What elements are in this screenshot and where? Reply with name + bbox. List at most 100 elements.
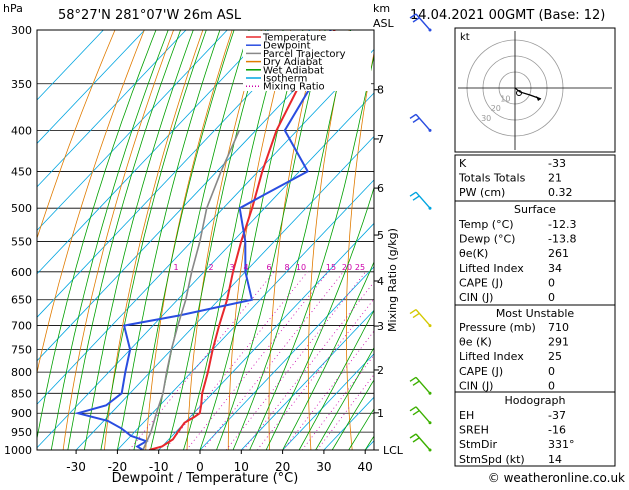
wind-barb-feather xyxy=(413,438,419,442)
dry-adiabat-line xyxy=(146,30,233,450)
wind-barb xyxy=(410,192,432,210)
mixing-ratio-label: 20 xyxy=(342,263,352,272)
wind-barb-dot xyxy=(429,29,432,32)
wind-barb-feather xyxy=(410,377,416,381)
pressure-axis: 3003504004505005506006507007508008509009… xyxy=(4,24,32,457)
wind-barb-staff xyxy=(416,192,430,208)
mixing-ratio-label: 15 xyxy=(326,263,336,272)
index-label: θe (K) xyxy=(459,336,492,349)
x-tick-label: -30 xyxy=(66,460,86,474)
hodograph-ring-label: 30 xyxy=(481,114,491,123)
wind-barb xyxy=(410,434,432,452)
wind-barb xyxy=(410,114,432,132)
wind-barb-dot xyxy=(429,129,432,132)
index-label: Totals Totals xyxy=(458,172,526,185)
index-label: θe(K) xyxy=(459,247,488,260)
index-value: 0 xyxy=(548,365,555,378)
hpa-axis-label: hPa xyxy=(3,2,23,15)
mixing-ratio-label: 4 xyxy=(243,263,248,272)
km-tick-label: 2 xyxy=(377,364,384,377)
mixing-ratio-label: 10 xyxy=(296,263,306,272)
wind-barb-feather xyxy=(410,114,416,118)
pressure-tick-label: 950 xyxy=(11,426,32,439)
pressure-tick-label: 900 xyxy=(11,407,32,420)
x-tick-label: 30 xyxy=(316,460,331,474)
index-label: CIN (J) xyxy=(459,291,493,304)
wind-barb-dot xyxy=(429,324,432,327)
isotherm-line xyxy=(0,30,269,450)
km-tick-label: 1 xyxy=(377,407,384,420)
mixing-ratio-axis-label: Mixing Ratio (g/kg) xyxy=(386,228,399,332)
index-value: 261 xyxy=(548,247,569,260)
mixing-ratio-label: 1 xyxy=(173,263,178,272)
pressure-tick-label: 350 xyxy=(11,78,32,91)
wind-barb-feather xyxy=(410,192,416,196)
index-value: -33 xyxy=(548,157,566,170)
wind-barb-staff xyxy=(416,407,430,423)
location-title: 58°27'N 281°07'W 26m ASL xyxy=(58,8,242,23)
index-label: K xyxy=(459,157,467,170)
index-value: 0 xyxy=(548,276,555,289)
index-label: Temp (°C) xyxy=(458,218,514,231)
x-axis-label: Dewpoint / Temperature (°C) xyxy=(112,471,299,486)
index-value: 0 xyxy=(548,291,555,304)
pressure-tick-label: 650 xyxy=(11,294,32,307)
pressure-tick-label: 300 xyxy=(11,24,32,37)
km-tick-label: 6 xyxy=(377,182,384,195)
index-label: Pressure (mb) xyxy=(459,321,536,334)
index-value: 331° xyxy=(548,438,575,451)
wind-barb-feather xyxy=(413,196,419,200)
wind-barb-staff xyxy=(416,377,430,393)
wind-barb xyxy=(410,377,432,395)
x-tick-label: 40 xyxy=(358,460,373,474)
km-tick-label: LCL xyxy=(383,444,404,457)
pressure-tick-label: 700 xyxy=(11,320,32,333)
credit: © weatheronline.co.uk xyxy=(488,471,625,485)
index-label: CAPE (J) xyxy=(459,365,503,378)
pressure-tick-label: 400 xyxy=(11,124,32,137)
km-tick-label: 7 xyxy=(377,133,384,146)
index-label: CIN (J) xyxy=(459,379,493,392)
index-value: 291 xyxy=(548,336,569,349)
most-unstable-section-title: Most Unstable xyxy=(496,307,575,320)
hodograph-unit-label: kt xyxy=(460,32,470,43)
pressure-tick-label: 850 xyxy=(11,387,32,400)
index-value: 34 xyxy=(548,262,562,275)
mixing-ratio-label: 25 xyxy=(355,263,365,272)
wind-barb-staff xyxy=(416,434,430,450)
index-label: StmDir xyxy=(459,438,498,451)
km-tick-label: 8 xyxy=(377,84,384,97)
index-label: Dewp (°C) xyxy=(459,233,515,246)
index-value: 21 xyxy=(548,172,562,185)
legend-label: Mixing Ratio xyxy=(263,82,325,93)
wind-barb-feather xyxy=(410,310,416,314)
surface-section-title: Surface xyxy=(514,203,556,216)
hodograph-ring-label: 20 xyxy=(491,104,501,113)
isotherm-line xyxy=(0,30,310,450)
wet-adiabat-line xyxy=(184,30,284,450)
wind-barb xyxy=(410,310,432,328)
wind-barb-feather xyxy=(410,434,416,438)
index-value: 0 xyxy=(548,379,555,392)
index-label: Lifted Index xyxy=(459,262,524,275)
pressure-tick-label: 500 xyxy=(11,202,32,215)
wind-barb-dot xyxy=(429,421,432,424)
index-label: EH xyxy=(459,409,474,422)
wind-barb-staff xyxy=(416,114,430,130)
mixing-ratio-label: 6 xyxy=(266,263,271,272)
wind-barb-feather xyxy=(413,411,419,415)
mixing-ratio-line xyxy=(203,272,344,450)
index-value: -12.3 xyxy=(548,218,576,231)
index-value: 14 xyxy=(548,453,562,466)
index-value: -13.8 xyxy=(548,233,576,246)
index-value: 710 xyxy=(548,321,569,334)
wind-barb-feather xyxy=(413,381,419,385)
mixing-ratio-label: 2 xyxy=(208,263,213,272)
index-value: 0.32 xyxy=(548,186,573,199)
km-axis-label: km xyxy=(373,2,390,15)
dry-adiabat-line xyxy=(104,30,202,450)
mixing-ratio-line xyxy=(302,272,437,450)
